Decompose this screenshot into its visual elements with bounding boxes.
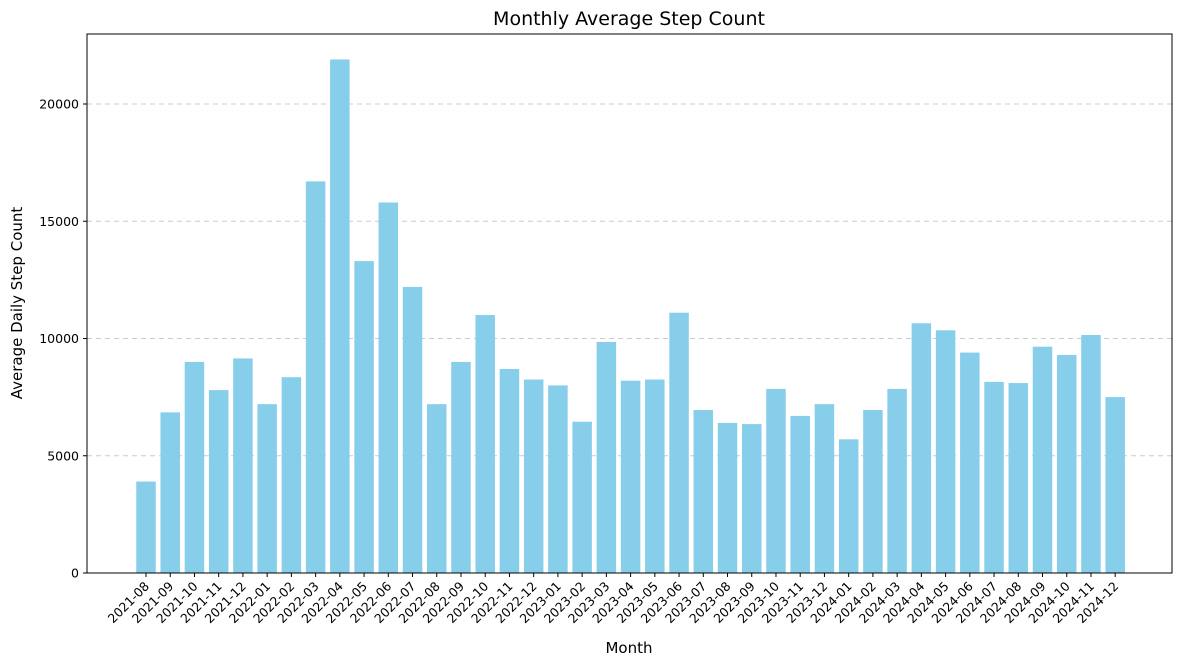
bar bbox=[136, 481, 156, 573]
bar bbox=[984, 381, 1004, 573]
bar bbox=[499, 368, 520, 573]
bar bbox=[814, 404, 835, 573]
bars bbox=[136, 59, 1125, 574]
bar bbox=[935, 330, 956, 573]
bar bbox=[548, 385, 568, 573]
y-tick-label: 20000 bbox=[39, 97, 79, 112]
x-axis-ticks: 2021-082021-092021-102021-112021-122022-… bbox=[105, 573, 1121, 626]
bar bbox=[717, 422, 738, 573]
bar bbox=[1105, 397, 1125, 573]
y-tick-label: 5000 bbox=[47, 448, 79, 463]
bar bbox=[475, 315, 495, 573]
bar bbox=[1008, 383, 1029, 573]
bar bbox=[378, 202, 399, 574]
bar bbox=[451, 361, 471, 573]
bar bbox=[160, 412, 180, 573]
bar bbox=[1056, 354, 1077, 573]
bar bbox=[911, 323, 932, 573]
y-tick-label: 0 bbox=[71, 566, 79, 581]
bar bbox=[838, 439, 859, 573]
bar bbox=[766, 388, 786, 573]
bar bbox=[184, 361, 205, 573]
y-tick-label: 10000 bbox=[39, 331, 79, 346]
bar bbox=[208, 390, 229, 573]
plot-frame bbox=[86, 33, 1173, 574]
bar bbox=[305, 181, 326, 573]
chart-title: Monthly Average Step Count bbox=[493, 8, 765, 30]
bar bbox=[354, 261, 374, 573]
bar bbox=[402, 286, 423, 573]
bar bbox=[669, 312, 689, 573]
bar bbox=[330, 59, 350, 573]
bar bbox=[790, 415, 810, 573]
bar bbox=[887, 388, 907, 573]
bar bbox=[1081, 334, 1101, 573]
y-axis-label: Average Daily Step Count bbox=[8, 207, 26, 400]
bar bbox=[257, 404, 277, 573]
bar bbox=[620, 380, 641, 573]
bar bbox=[596, 342, 617, 573]
bar bbox=[281, 377, 302, 573]
bar bbox=[233, 358, 253, 573]
x-axis-label: Month bbox=[605, 639, 652, 657]
y-tick-label: 15000 bbox=[39, 214, 79, 229]
bar bbox=[693, 410, 714, 573]
bar bbox=[1032, 346, 1053, 573]
bar bbox=[572, 421, 592, 573]
y-axis-ticks: 0 5000 10000 15000 20000 bbox=[39, 97, 87, 581]
bar bbox=[645, 379, 665, 573]
bar bbox=[960, 352, 980, 573]
bar bbox=[523, 379, 544, 573]
bar bbox=[863, 410, 883, 573]
bar bbox=[742, 424, 762, 573]
bar bbox=[427, 404, 447, 573]
